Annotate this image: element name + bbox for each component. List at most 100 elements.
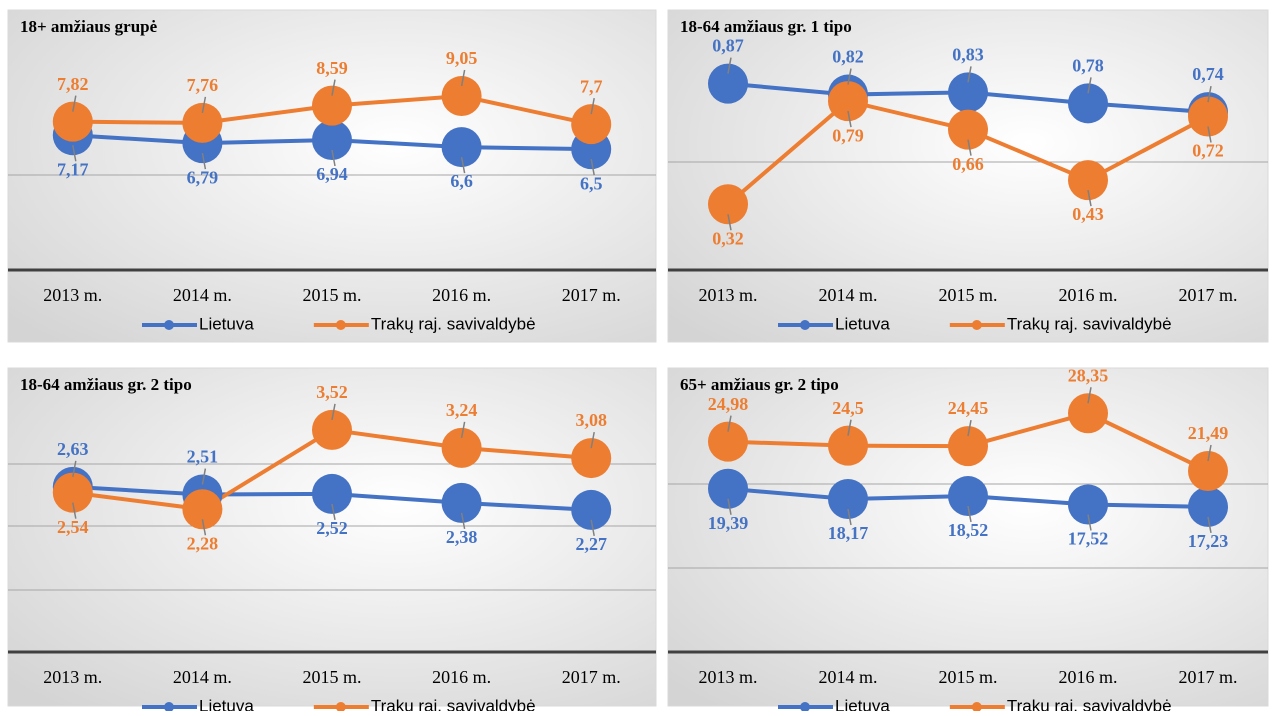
data-point [52,101,93,142]
legend-label: Trakų raj. savivaldybė [371,696,536,711]
chart-panel: 18-64 amžiaus gr. 2 tipo 2013 m. 2014 m. 20… [7,367,657,715]
label-leader [201,96,207,114]
data-point [828,81,868,122]
chart-title: 18-64 amžiaus gr. 2 tipo [20,375,192,394]
data-point [441,127,482,168]
label-leader [847,68,852,85]
x-tick-label: 2015 m. [302,285,361,305]
label-leader [590,431,595,449]
legend-marker [971,320,982,330]
data-point [182,489,223,530]
data-label: 6,5 [580,173,603,193]
label-leader [201,519,207,536]
chart-title: 18-64 amžiaus gr. 1 tipo [680,17,852,36]
data-label: 28,35 [1068,365,1109,385]
panel-background [7,9,657,343]
data-point [182,102,223,143]
data-point [312,85,352,126]
data-label: 24,45 [948,398,989,418]
legend-marker [800,702,810,712]
x-tick-label: 2017 m. [1178,667,1237,687]
label-leader [201,152,207,170]
data-label: 7,82 [57,74,89,94]
x-tick-label: 2017 m. [562,285,621,305]
data-label: 0,83 [952,44,984,64]
data-point [828,425,868,466]
label-leader [72,145,77,162]
data-label: 0,79 [832,125,864,145]
data-point [312,120,352,160]
chart-panel: 18+ amžiaus grupė 2013 m. 2014 m. 2015 m. 20… [7,9,657,343]
data-label: 2,38 [446,527,478,547]
data-label: 3,52 [316,382,348,402]
panel-background [667,9,1269,343]
data-point [948,476,988,517]
label-leader [201,468,207,485]
data-point [571,489,612,530]
data-point [52,472,93,513]
label-leader [1087,77,1092,94]
data-label: 8,59 [316,58,348,78]
label-leader [460,156,466,174]
label-leader [460,421,466,438]
data-label: 2,28 [187,533,219,553]
data-label: 0,82 [832,47,864,67]
x-tick-label: 2016 m. [432,285,491,305]
x-tick-label: 2016 m. [432,667,491,687]
data-label: 0,87 [712,36,744,56]
x-tick-label: 2016 m. [1058,667,1117,687]
data-label: 7,17 [57,159,89,179]
data-label: 0,43 [1072,204,1104,224]
data-label: 2,27 [575,534,607,554]
label-leader [1207,516,1212,534]
legend: Lietuva Trakų raj. savivaldybė [778,314,1172,333]
data-point [1188,486,1228,527]
data-point [1068,484,1108,525]
data-point [312,473,352,514]
data-label: 17,23 [1188,531,1229,551]
label-leader [331,503,336,521]
data-label: 0,78 [1072,55,1104,75]
data-point [708,184,748,225]
data-label: 18,52 [948,520,989,540]
label-leader [331,403,336,421]
label-leader [847,419,852,436]
data-point [948,72,988,113]
legend-marker [335,702,346,712]
x-tick-label: 2015 m. [938,285,997,305]
x-tick-label: 2015 m. [938,667,997,687]
data-label: 18,17 [828,523,869,543]
data-label: 2,63 [57,439,89,459]
data-label: 24,5 [832,398,864,418]
label-leader [331,149,336,167]
legend-marker [164,702,174,712]
data-point [441,76,482,117]
legend: Lietuva Trakų raj. savivaldybė [142,314,536,333]
data-label: 3,24 [446,400,478,420]
label-leader [590,519,595,537]
data-label: 6,6 [450,171,473,191]
data-point [1068,160,1108,201]
data-label: 6,94 [316,164,348,184]
data-label: 0,72 [1192,141,1224,161]
data-point [441,427,482,468]
data-label: 0,74 [1192,64,1224,84]
label-leader [1087,514,1092,531]
x-tick-label: 2013 m. [698,285,757,305]
data-label: 17,52 [1068,529,1109,549]
data-label: 0,66 [952,154,984,174]
label-leader [967,505,972,523]
legend-label: Trakų raj. savivaldybė [1007,314,1172,333]
data-label: 2,54 [57,517,89,537]
legend-label: Lietuva [199,314,254,333]
x-tick-label: 2013 m. [43,667,102,687]
data-label: 9,05 [446,48,478,68]
label-leader [331,79,336,96]
x-tick-label: 2016 m. [1058,285,1117,305]
legend-label: Trakų raj. savivaldybė [371,314,536,333]
data-point [571,104,612,145]
legend-label: Lietuva [199,696,254,711]
label-leader [1207,126,1212,143]
data-label: 21,49 [1188,423,1229,443]
